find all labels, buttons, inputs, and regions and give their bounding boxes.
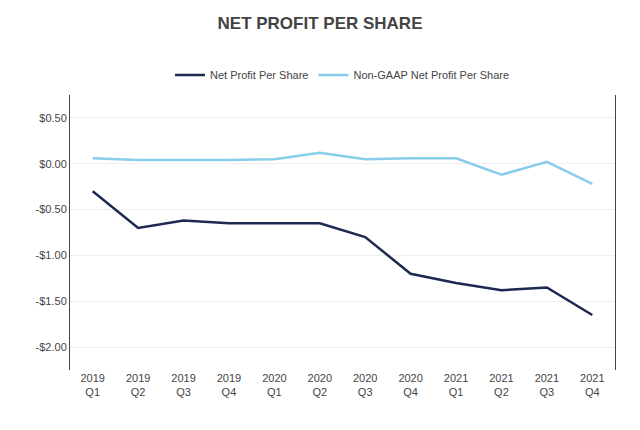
svg-text:$0.00: $0.00: [39, 158, 67, 170]
svg-text:-$2.00: -$2.00: [36, 341, 67, 353]
svg-text:2019Q3: 2019Q3: [171, 372, 195, 398]
svg-text:2019Q2: 2019Q2: [126, 372, 150, 398]
svg-text:$0.50: $0.50: [39, 112, 67, 124]
svg-text:-$0.50: -$0.50: [36, 203, 67, 215]
svg-text:2021Q2: 2021Q2: [489, 372, 513, 398]
svg-text:2021Q4: 2021Q4: [580, 372, 604, 398]
svg-text:2021Q3: 2021Q3: [535, 372, 559, 398]
svg-text:2019Q4: 2019Q4: [217, 372, 241, 398]
svg-text:-$1.00: -$1.00: [36, 249, 67, 261]
svg-text:2020Q1: 2020Q1: [262, 372, 286, 398]
svg-text:2020Q2: 2020Q2: [308, 372, 332, 398]
svg-text:Net Profit Per Share: Net Profit Per Share: [210, 69, 308, 81]
svg-text:2019Q1: 2019Q1: [80, 372, 104, 398]
svg-text:Non-GAAP Net Profit Per Share: Non-GAAP Net Profit Per Share: [353, 69, 509, 81]
svg-text:2020Q3: 2020Q3: [353, 372, 377, 398]
svg-text:-$1.50: -$1.50: [36, 295, 67, 307]
svg-text:NET PROFIT PER SHARE: NET PROFIT PER SHARE: [218, 14, 423, 33]
svg-text:2020Q4: 2020Q4: [398, 372, 422, 398]
svg-text:2021Q1: 2021Q1: [444, 372, 468, 398]
